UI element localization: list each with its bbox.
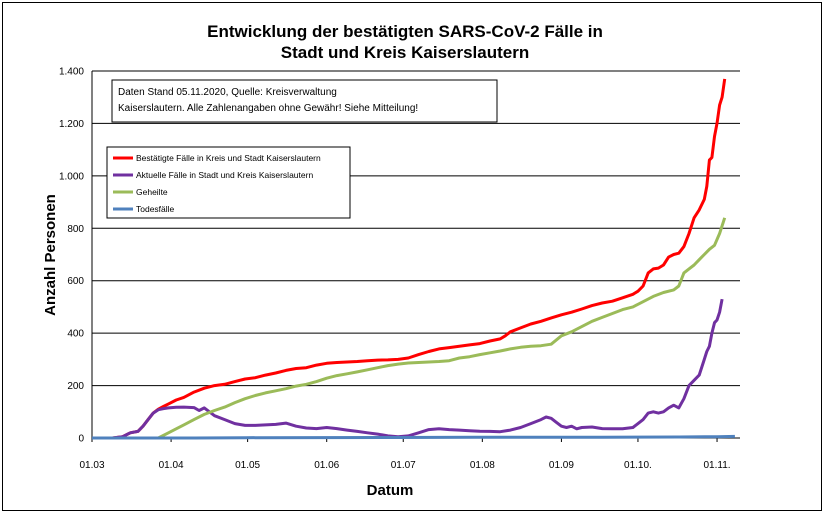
x-tick-label: 01.09	[549, 460, 574, 471]
legend: Bestätigte Fälle in Kreis und Stadt Kais…	[106, 146, 351, 219]
y-tick-label: 1.400	[59, 67, 84, 78]
x-tick-label: 01.05	[235, 460, 260, 471]
y-axis-title: Anzahl Personen	[42, 194, 59, 316]
y-tick-label: 1.000	[59, 171, 84, 182]
y-tick-label: 200	[67, 381, 84, 392]
x-tick-label: 01.10.	[624, 460, 652, 471]
x-axis-title: Datum	[367, 482, 414, 499]
x-tick-label: 01.04	[159, 460, 184, 471]
x-tick-label: 01.11.	[704, 460, 731, 471]
y-tick-label: 400	[67, 329, 84, 340]
y-tick-label: 1.200	[59, 119, 84, 130]
chart-title-line1: Entwicklung der bestätigten SARS-CoV-2 F…	[207, 22, 603, 41]
legend-label: Aktuelle Fälle in Stadt und Kreis Kaiser…	[136, 170, 313, 180]
note-line1: Daten Stand 05.11.2020, Quelle: Kreisver…	[118, 87, 337, 98]
x-tick-label: 01.08	[470, 460, 495, 471]
y-tick-label: 800	[67, 224, 84, 235]
x-tick-label: 01.07	[391, 460, 416, 471]
series-line-4	[92, 434, 735, 440]
note-box: Daten Stand 05.11.2020, Quelle: Kreisver…	[111, 79, 498, 123]
series-line-1	[92, 78, 727, 440]
series-line-2	[92, 298, 724, 440]
legend-label: Todesfälle	[136, 204, 175, 214]
series-line-3	[137, 217, 727, 440]
y-tick-label: 0	[78, 434, 84, 445]
chart-title-line2: Stadt und Kreis Kaiserslautern	[281, 43, 529, 62]
legend-label: Bestätigte Fälle in Kreis und Stadt Kais…	[136, 153, 321, 163]
x-tick-label: 01.03	[79, 460, 104, 471]
x-tick-label: 01.06	[314, 460, 339, 471]
note-line2: Kaiserslautern. Alle Zahlenangaben ohne …	[118, 103, 418, 114]
legend-label: Geheilte	[136, 187, 168, 197]
plot-area: 0 200 400 600 800 1.000 1.200 1.400 01.03 01.04 01…	[59, 67, 740, 471]
y-tick-label: 600	[67, 276, 84, 287]
